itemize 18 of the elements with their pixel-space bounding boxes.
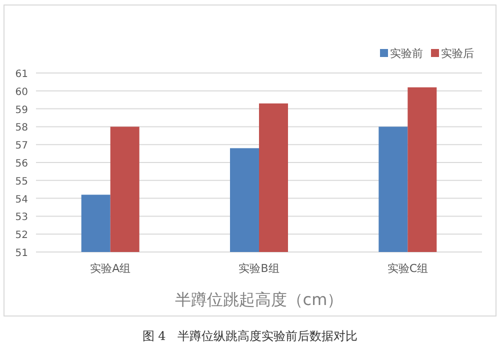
y-tick-label: 55 [15,176,28,188]
x-axis-title: 半蹲位跳起高度（cm） [174,290,344,309]
y-tick-label: 61 [15,69,28,80]
y-tick-label: 52 [15,230,28,242]
y-tick-label: 53 [15,212,28,224]
x-tick-label: 实验C组 [387,262,428,275]
y-tick-label: 56 [15,158,28,170]
y-tick-label: 58 [15,122,28,134]
x-tick-label: 实验A组 [90,262,131,275]
y-tick-label: 54 [15,194,28,206]
y-tick-label: 51 [15,248,28,259]
legend-label: 实验后 [441,47,474,60]
y-tick-label: 57 [15,140,28,152]
x-tick-label: 实验B组 [238,262,280,275]
caption: 图 4 半蹲位纵跳高度实验前后数据对比 [142,329,358,343]
y-tick-label: 59 [15,104,28,116]
legend-label: 实验前 [390,47,423,60]
y-tick-label: 60 [15,86,28,98]
